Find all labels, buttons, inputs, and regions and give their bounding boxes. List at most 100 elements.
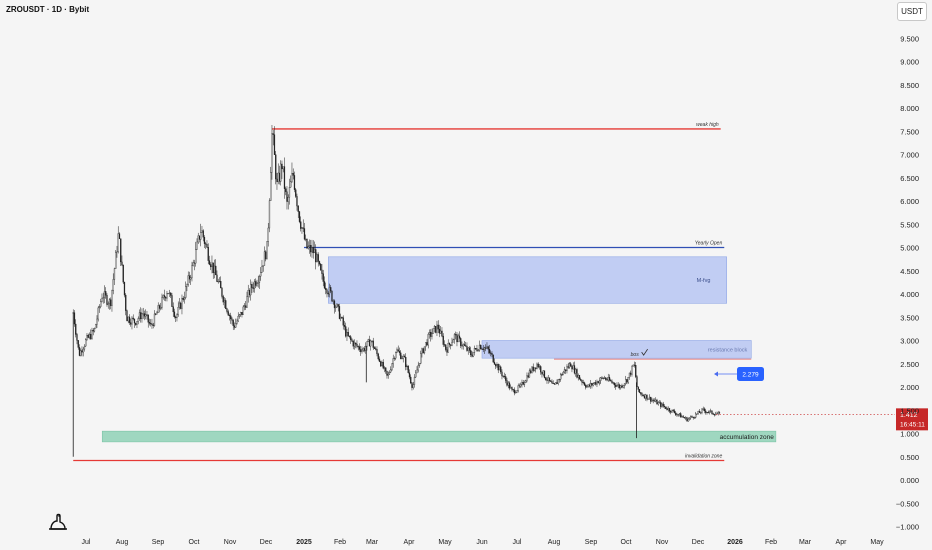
candle-body (228, 315, 231, 317)
candle-body (240, 311, 242, 315)
candle-body (281, 163, 283, 170)
zone-M-fvg (328, 256, 727, 304)
candle-body (621, 385, 623, 388)
candle-body (266, 241, 268, 260)
candle-body (326, 289, 328, 294)
candle-body (191, 265, 193, 278)
candle-body (423, 346, 426, 354)
candle-body (130, 322, 132, 325)
candle-body (77, 340, 79, 348)
candle-body (648, 396, 651, 400)
candle-body (693, 417, 696, 419)
candle-body (111, 290, 113, 306)
candle-body (73, 312, 76, 325)
candle-body (213, 265, 216, 274)
candle-body (265, 251, 267, 260)
candle-body (588, 384, 591, 387)
candle-body (160, 307, 162, 309)
candle-body (478, 344, 481, 351)
candle-body (590, 383, 592, 387)
y-tick-label: 8.000 (900, 104, 919, 113)
candle-body (120, 238, 122, 263)
candle-body (112, 279, 114, 291)
currency-button[interactable]: USDT (897, 2, 927, 21)
candle-body (707, 412, 709, 414)
candle-body (218, 281, 221, 283)
x-tick-label: May (870, 539, 884, 546)
candle-body (340, 317, 342, 319)
candle-body (700, 412, 702, 414)
zone-accumulation-zone (101, 430, 777, 443)
candle-body (332, 300, 334, 302)
candle-body (663, 405, 666, 408)
candle-body (80, 350, 82, 356)
candle-body (162, 295, 164, 298)
candle-body (530, 370, 532, 373)
tradingview-dino-icon[interactable] (47, 512, 69, 532)
candle-body (646, 394, 648, 400)
candle-body (368, 339, 371, 347)
candle-body (503, 376, 506, 377)
candle-body (133, 318, 136, 324)
candle-body (200, 232, 202, 240)
candle-body (425, 342, 427, 347)
candle-body (457, 335, 459, 343)
candle-body (233, 325, 236, 328)
candle-body (702, 408, 704, 410)
candle-body (152, 324, 154, 326)
candle-body (605, 377, 607, 380)
candle-body (640, 392, 642, 394)
candle-body (216, 274, 218, 282)
candle-body (325, 287, 327, 290)
x-tick-label: Nov (656, 539, 669, 546)
candle-body (300, 221, 302, 229)
candle-body (267, 227, 269, 242)
candle-body (455, 334, 457, 336)
candle-body (330, 287, 332, 292)
candle-body (336, 304, 338, 308)
candle-body (462, 344, 464, 347)
candle-body (678, 413, 681, 415)
candle-body (151, 323, 153, 326)
candle-body (292, 172, 294, 176)
candle-body (418, 363, 421, 366)
candle-body (630, 372, 632, 375)
candle-body (343, 325, 346, 327)
candle-body (407, 365, 409, 373)
candle-body (667, 408, 669, 410)
candle-body (631, 365, 633, 375)
candle-body (256, 283, 258, 286)
candle-body (293, 175, 296, 190)
candle-body (422, 348, 424, 354)
candle-body (681, 416, 683, 418)
candle-body (147, 314, 149, 323)
candle-body (315, 249, 317, 263)
candle-body (617, 384, 619, 386)
candle-body (295, 189, 297, 197)
candle-body (427, 334, 429, 346)
candle-body (638, 389, 641, 393)
candle-body (620, 385, 622, 389)
candle-body (682, 416, 684, 418)
candle-body (556, 382, 558, 384)
y-tick-label: 2.000 (900, 383, 919, 392)
candle-body (453, 334, 456, 340)
candle-body (482, 348, 484, 350)
candle-body (88, 333, 91, 338)
y-tick-label: 6.000 (900, 197, 919, 206)
candle-body (668, 408, 671, 412)
candle-body (490, 352, 492, 354)
candle-body (286, 191, 288, 202)
candle-body (512, 389, 514, 391)
candle-body (647, 398, 649, 400)
candle-body (520, 384, 522, 387)
candle-body (242, 306, 244, 315)
candle-body (335, 306, 337, 309)
candle-body (550, 380, 552, 382)
label-resistance-block: resistance block (708, 347, 748, 353)
candle-body (338, 306, 341, 319)
candle-body (633, 364, 636, 366)
candle-body (142, 313, 144, 315)
x-tick-label: Mar (799, 539, 812, 546)
